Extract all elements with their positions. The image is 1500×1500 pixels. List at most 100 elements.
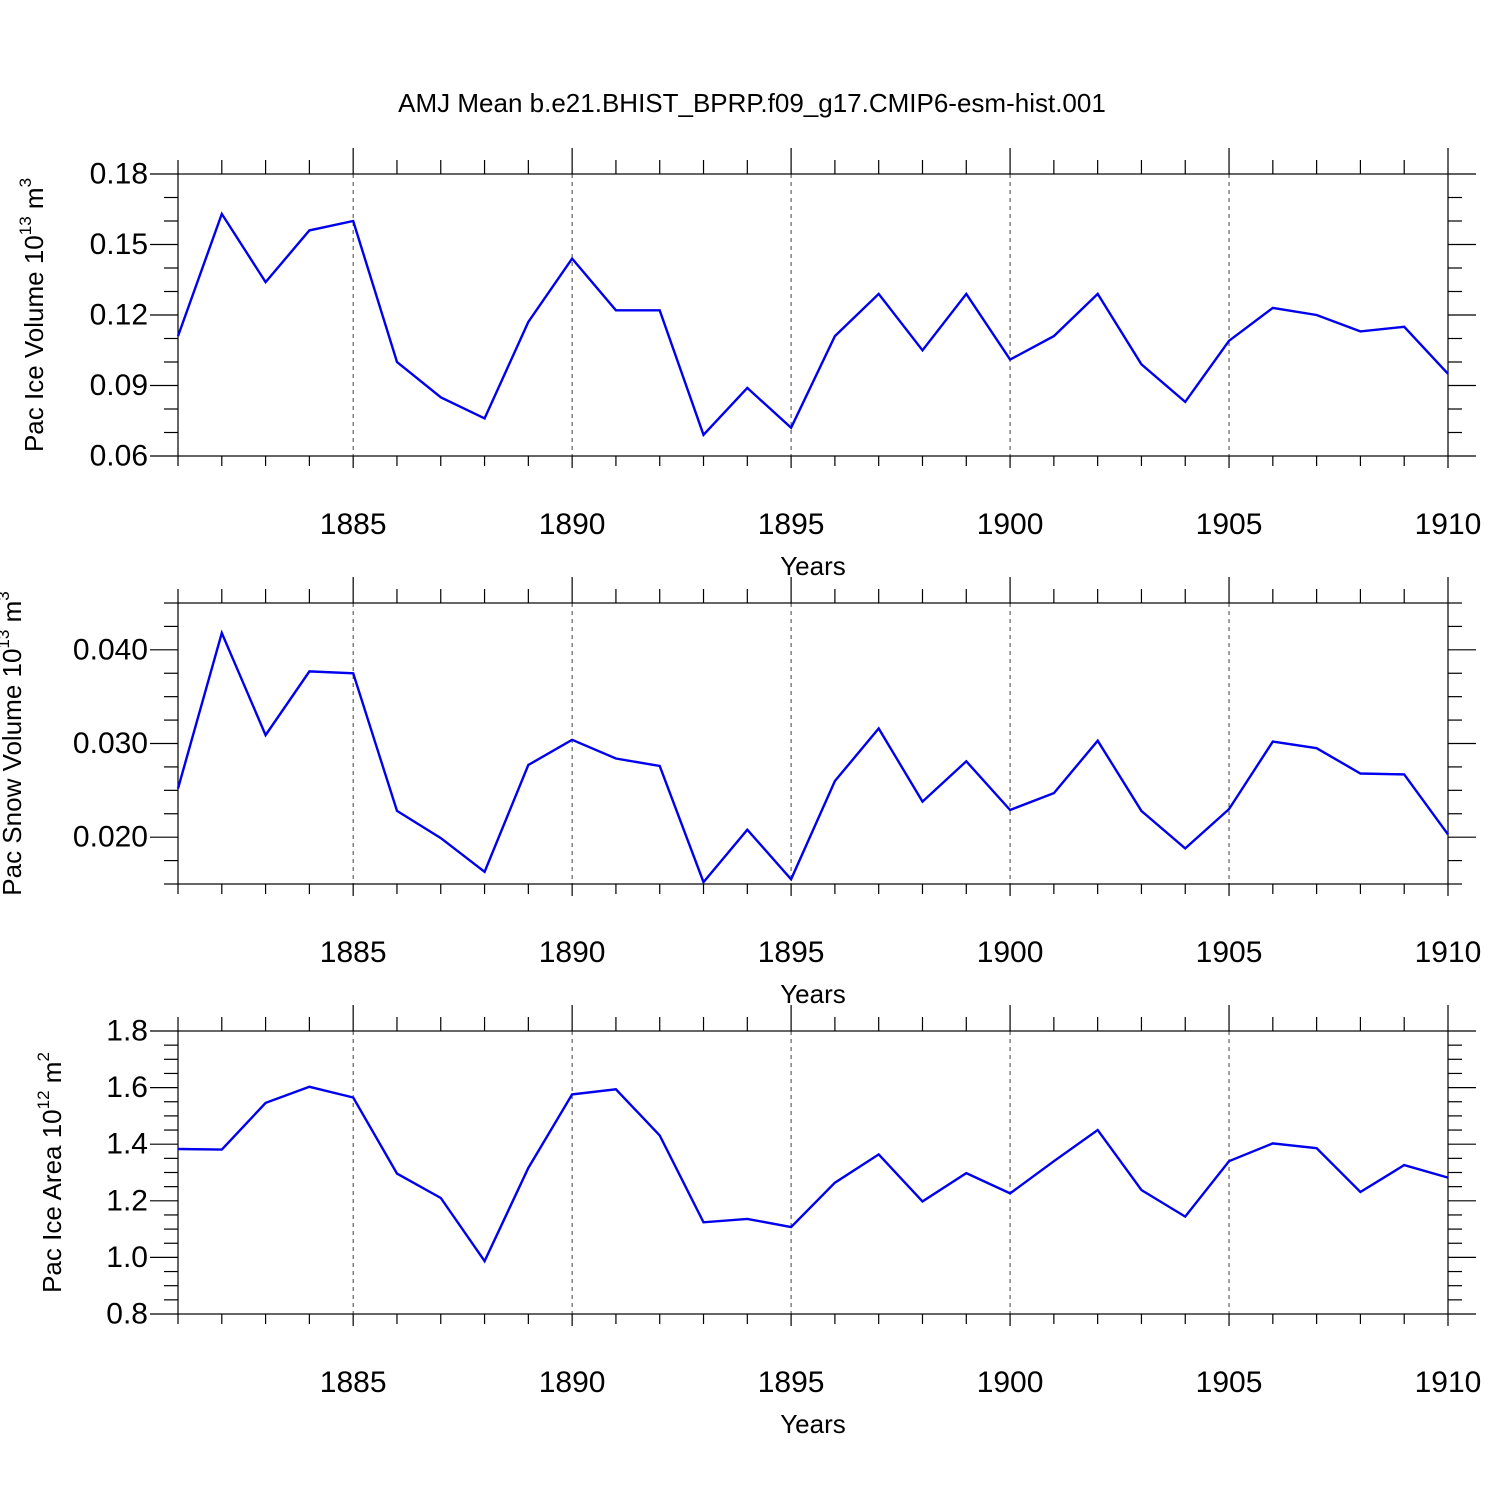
data-point [658, 764, 662, 768]
data-point [658, 308, 662, 312]
y-axis-label-text: Pac Ice Area 10 [37, 1109, 67, 1293]
x-tick-label: 1910 [1415, 508, 1482, 541]
data-point [395, 809, 399, 813]
data-point [1271, 306, 1275, 310]
y-tick-label: 0.15 [90, 228, 148, 261]
data-point [1271, 740, 1275, 744]
y-tick-label: 0.12 [90, 299, 148, 332]
data-point [877, 292, 881, 296]
x-tick-label: 1885 [320, 1366, 387, 1399]
series-line [176, 629, 1449, 885]
data-point [920, 1199, 924, 1203]
data-point [614, 308, 618, 312]
data-point [1139, 362, 1143, 366]
y-axis-label-text: Pac Ice Volume 10 [19, 235, 49, 452]
y-tick-label: 0.030 [73, 727, 148, 760]
x-axis-label: Years [780, 551, 846, 581]
data-point [176, 786, 180, 790]
data-point [307, 669, 311, 673]
data-point [964, 759, 968, 763]
data-point [395, 1172, 399, 1176]
data-point [439, 836, 443, 840]
x-tick-label: 1885 [320, 508, 387, 541]
chart-title: AMJ Mean b.e21.BHIST_BPRP.f09_g17.CMIP6-… [398, 88, 1106, 118]
x-tick-label: 1890 [539, 1366, 606, 1399]
data-point [483, 870, 487, 874]
data-point [1096, 739, 1100, 743]
data-point [1358, 1190, 1362, 1194]
x-tick-label: 1895 [758, 1366, 825, 1399]
data-point [920, 800, 924, 804]
data-point [1183, 846, 1187, 850]
panel-1: 0.06 0.09 0.12 0.15 0.18 1885 1890 1895 1900 1905… [16, 148, 1481, 581]
x-tick-label: 1890 [539, 936, 606, 969]
data-point [964, 292, 968, 296]
x-tick-label: 1905 [1196, 1366, 1263, 1399]
y-tick-label: 1.0 [106, 1241, 148, 1274]
data-point [1446, 1176, 1450, 1180]
data-point [176, 1147, 180, 1151]
x-tick-label: 1905 [1196, 508, 1263, 541]
data-point [264, 280, 268, 284]
data-point [877, 727, 881, 731]
data-point [220, 212, 224, 216]
data-point [439, 395, 443, 399]
y-axis-label-superscript: 3 [0, 591, 13, 600]
x-tick-label: 1895 [758, 936, 825, 969]
data-point [745, 1217, 749, 1221]
data-point [1183, 400, 1187, 404]
data-point [614, 1087, 618, 1091]
data-point [1315, 313, 1319, 317]
plot-frame [177, 602, 1449, 885]
data-point [614, 756, 618, 760]
data-point [1446, 372, 1450, 376]
data-point [964, 1171, 968, 1175]
data-point [745, 386, 749, 390]
data-point [1358, 329, 1362, 333]
data-point [1008, 1191, 1012, 1195]
y-axis-label: Pac Snow Volume 1013 m3 [0, 591, 27, 895]
y-tick-label: 1.8 [106, 1015, 148, 1048]
data-point [702, 1220, 706, 1224]
data-point [1315, 1146, 1319, 1150]
y-axis-label-text: m [37, 1062, 67, 1091]
y-tick-label: 0.020 [73, 821, 148, 854]
data-point [395, 360, 399, 364]
y-tick-label: 0.18 [90, 158, 148, 191]
x-tick-label: 1910 [1415, 936, 1482, 969]
y-tick-label: 0.09 [90, 369, 148, 402]
y-axis-label-text: m [0, 601, 27, 630]
data-point [307, 1085, 311, 1089]
data-point [1052, 1159, 1056, 1163]
x-tick-label: 1905 [1196, 936, 1263, 969]
x-tick-label: 1900 [977, 936, 1044, 969]
series-line [176, 211, 1449, 438]
x-axis-label: Years [780, 979, 846, 1009]
data-point [526, 1166, 530, 1170]
data-point [220, 631, 224, 635]
data-point [1183, 1215, 1187, 1219]
x-tick-label: 1900 [977, 1366, 1044, 1399]
data-point [1227, 807, 1231, 811]
y-tick-label: 0.040 [73, 633, 148, 666]
data-point [1008, 358, 1012, 362]
data-point [176, 334, 180, 338]
y-axis-label-superscript: 12 [34, 1090, 53, 1109]
data-point [1227, 1159, 1231, 1163]
panel-3: 0.8 1.0 1.2 1.4 1.6 1.8 1885 1890 1895 1900 1905 19… [34, 1005, 1481, 1439]
data-point [526, 763, 530, 767]
plot-frame [177, 173, 1449, 457]
data-point [307, 228, 311, 232]
y-axis-label-text: Pac Snow Volume 10 [0, 649, 27, 896]
y-axis-label-text: m [19, 187, 49, 216]
x-tick-label: 1910 [1415, 1366, 1482, 1399]
data-point [789, 426, 793, 430]
y-tick-label: 0.06 [90, 440, 148, 473]
data-point [877, 1152, 881, 1156]
data-point [483, 416, 487, 420]
data-point [1096, 292, 1100, 296]
data-point [789, 877, 793, 881]
data-point [1271, 1141, 1275, 1145]
x-tick-label: 1900 [977, 508, 1044, 541]
data-point [1315, 746, 1319, 750]
